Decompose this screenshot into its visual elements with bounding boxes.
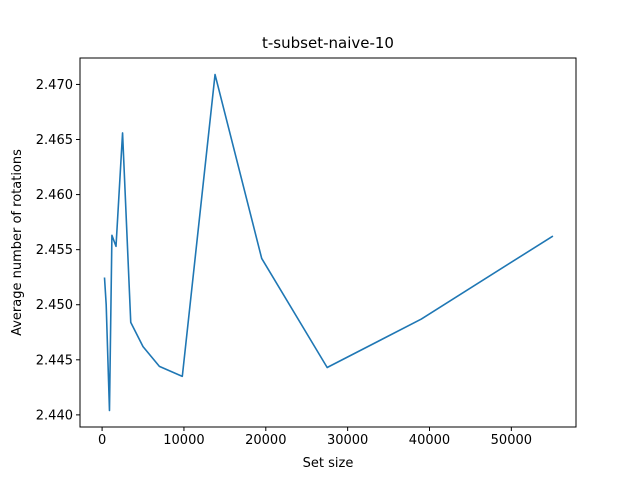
plot-area <box>103 73 554 412</box>
chart-title: t-subset-naive-10 <box>262 34 394 52</box>
x-tick-label: 20000 <box>245 433 286 448</box>
x-tick-label: 30000 <box>327 433 368 448</box>
series-line-0 <box>103 73 554 412</box>
x-tick-label: 40000 <box>409 433 450 448</box>
x-tick-label: 10000 <box>163 433 204 448</box>
y-tick-label: 2.450 <box>36 298 73 313</box>
axes-frame <box>79 57 577 428</box>
y-tick-label: 2.470 <box>36 78 73 93</box>
y-tick-label: 2.440 <box>36 408 73 423</box>
x-tick-label: 50000 <box>491 433 532 448</box>
x-tick-label: 0 <box>98 433 106 448</box>
y-tick-label: 2.455 <box>36 243 73 258</box>
y-axis-label: Average number of rotations <box>10 149 25 336</box>
x-axis-label: Set size <box>303 456 354 471</box>
y-tick-label: 2.445 <box>36 353 73 368</box>
y-tick-label: 2.460 <box>36 188 73 203</box>
axis-ticks: 0 10000 20000 30000 40000 50000 2.440 2.445 2.45… <box>36 78 532 448</box>
y-tick-label: 2.465 <box>36 133 73 148</box>
